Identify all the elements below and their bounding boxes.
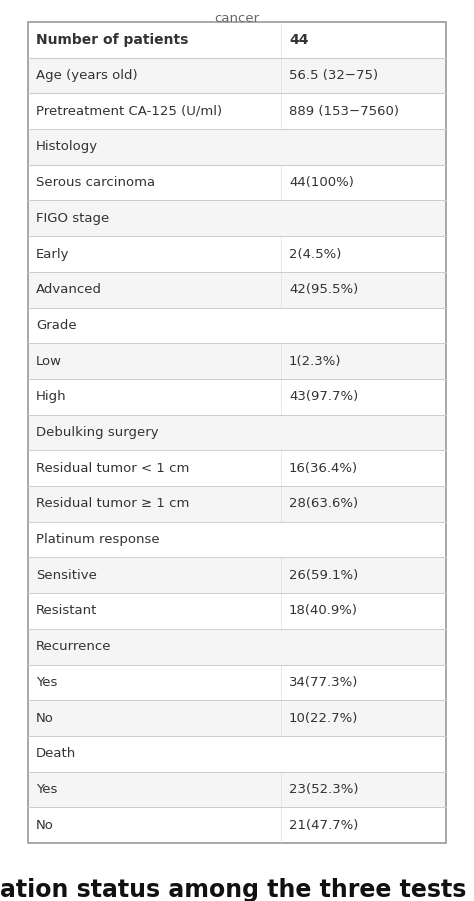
Text: Advanced: Advanced xyxy=(36,283,102,296)
Text: Age (years old): Age (years old) xyxy=(36,69,137,82)
Bar xyxy=(28,307,446,343)
Bar xyxy=(28,379,446,414)
Bar xyxy=(28,236,446,272)
Text: 43(97.7%): 43(97.7%) xyxy=(289,390,358,404)
Bar xyxy=(28,22,446,58)
Text: Yes: Yes xyxy=(36,783,57,796)
Bar xyxy=(28,593,446,629)
Text: Sensitive: Sensitive xyxy=(36,569,97,582)
Text: 21(47.7%): 21(47.7%) xyxy=(289,819,358,832)
Text: Platinum response: Platinum response xyxy=(36,533,160,546)
Text: 2(4.5%): 2(4.5%) xyxy=(289,248,341,260)
Bar xyxy=(28,22,446,843)
Bar xyxy=(28,665,446,700)
Text: 889 (153−7560): 889 (153−7560) xyxy=(289,105,399,118)
Text: Yes: Yes xyxy=(36,676,57,689)
Text: cancer: cancer xyxy=(214,12,260,25)
Bar xyxy=(28,486,446,522)
Text: Resistant: Resistant xyxy=(36,605,97,617)
Bar xyxy=(28,58,446,94)
Text: FIGO stage: FIGO stage xyxy=(36,212,109,225)
Text: Histology: Histology xyxy=(36,141,98,153)
Text: ation status among the three tests: ation status among the three tests xyxy=(0,878,466,901)
Text: 10(22.7%): 10(22.7%) xyxy=(289,712,358,724)
Bar xyxy=(28,165,446,201)
Text: 23(52.3%): 23(52.3%) xyxy=(289,783,358,796)
Text: No: No xyxy=(36,712,54,724)
Text: Early: Early xyxy=(36,248,70,260)
Text: 42(95.5%): 42(95.5%) xyxy=(289,283,358,296)
Bar xyxy=(28,736,446,771)
Text: High: High xyxy=(36,390,67,404)
Text: 16(36.4%): 16(36.4%) xyxy=(289,461,358,475)
Text: Residual tumor ≥ 1 cm: Residual tumor ≥ 1 cm xyxy=(36,497,190,510)
Bar xyxy=(28,700,446,736)
Text: 56.5 (32−75): 56.5 (32−75) xyxy=(289,69,378,82)
Text: Recurrence: Recurrence xyxy=(36,641,111,653)
Text: Serous carcinoma: Serous carcinoma xyxy=(36,176,155,189)
Text: 28(63.6%): 28(63.6%) xyxy=(289,497,358,510)
Text: Debulking surgery: Debulking surgery xyxy=(36,426,159,439)
Text: 34(77.3%): 34(77.3%) xyxy=(289,676,358,689)
Bar xyxy=(28,771,446,807)
Bar xyxy=(28,272,446,307)
Text: 44: 44 xyxy=(289,32,309,47)
Text: Pretreatment CA-125 (U/ml): Pretreatment CA-125 (U/ml) xyxy=(36,105,222,118)
Bar xyxy=(28,807,446,843)
Bar xyxy=(28,450,446,486)
Bar xyxy=(28,414,446,450)
Text: 1(2.3%): 1(2.3%) xyxy=(289,355,341,368)
Bar xyxy=(28,94,446,129)
Text: 18(40.9%): 18(40.9%) xyxy=(289,605,358,617)
Text: Residual tumor < 1 cm: Residual tumor < 1 cm xyxy=(36,461,190,475)
Text: 26(59.1%): 26(59.1%) xyxy=(289,569,358,582)
Bar xyxy=(28,558,446,593)
Bar xyxy=(28,201,446,236)
Text: Low: Low xyxy=(36,355,62,368)
Text: No: No xyxy=(36,819,54,832)
Bar xyxy=(28,522,446,558)
Bar xyxy=(28,129,446,165)
Text: Grade: Grade xyxy=(36,319,77,332)
Text: Number of patients: Number of patients xyxy=(36,32,188,47)
Bar xyxy=(28,343,446,379)
Text: Death: Death xyxy=(36,747,76,760)
Text: 44(100%): 44(100%) xyxy=(289,176,354,189)
Bar xyxy=(28,629,446,665)
